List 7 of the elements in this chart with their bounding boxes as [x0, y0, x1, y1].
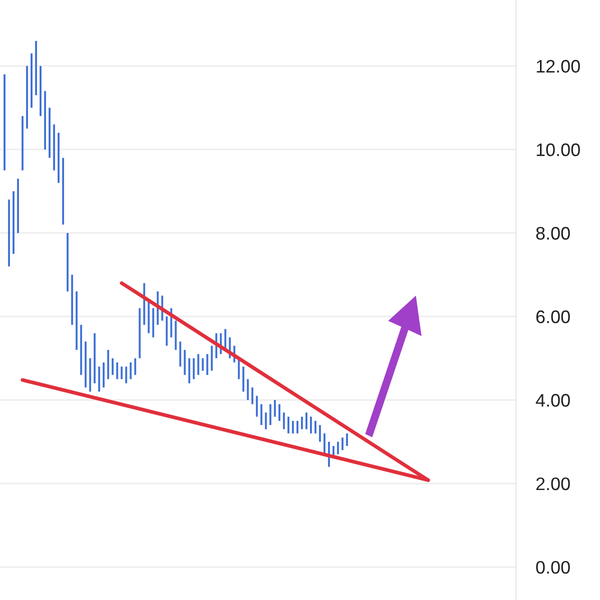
y-tick-label: 12.00 — [536, 60, 580, 73]
y-tick-label: 8.00 — [536, 226, 570, 240]
y-tick-label: 4.00 — [536, 394, 570, 407]
y-tick-label: 0.00 — [536, 560, 570, 574]
y-tick-label: 2.00 — [536, 477, 570, 490]
y-tick-label: 10.00 — [536, 143, 580, 156]
y-tick-label: 6.00 — [536, 310, 570, 324]
